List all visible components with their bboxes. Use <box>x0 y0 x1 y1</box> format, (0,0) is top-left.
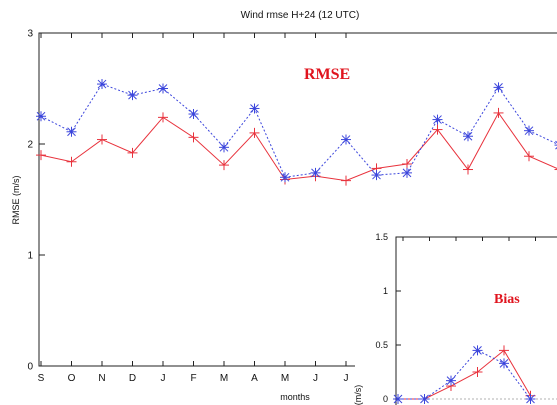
rmse-y-tick-label: 3 <box>27 29 33 40</box>
rmse-point-1-7 <box>249 103 260 114</box>
rmse-point-1-12 <box>402 167 412 178</box>
bias-point-1-4 <box>499 358 509 369</box>
bias-plot-background <box>355 225 557 405</box>
rmse-point-0-5 <box>188 132 199 143</box>
rmse-point-0-15 <box>493 107 504 118</box>
bias-y-tick-label: 0 <box>383 394 388 404</box>
bias-point-1-5 <box>525 394 536 404</box>
bias-point-0-4 <box>499 345 509 356</box>
rmse-y-tick-label: 1 <box>27 251 33 262</box>
rmse-plot-frame <box>38 32 557 367</box>
rmse-series-group <box>36 79 557 186</box>
rmse-point-0-0 <box>36 150 46 161</box>
rmse-point-1-2 <box>97 79 107 90</box>
rmse-point-1-10 <box>341 134 351 145</box>
rmse-point-0-17 <box>554 169 557 171</box>
rmse-point-1-0 <box>36 111 46 122</box>
bias-y-tick-label: 1 <box>383 286 388 296</box>
rmse-x-tick-label: J <box>344 373 349 384</box>
rmse-x-tick-label: J <box>313 373 318 384</box>
rmse-point-1-8 <box>280 172 290 183</box>
rmse-x-tick-label: S <box>38 373 45 384</box>
rmse-point-0-16 <box>524 151 534 162</box>
rmse-point-0-6 <box>219 160 229 171</box>
rmse-point-1-15 <box>493 82 504 93</box>
rmse-point-1-11 <box>371 170 382 181</box>
rmse-series-line-1 <box>40 83 557 178</box>
bias-point-1-1 <box>419 394 430 404</box>
rmse-y-axis: 0 1 2 3 <box>27 29 45 373</box>
rmse-point-1-13 <box>432 114 443 125</box>
bias-point-1-0 <box>393 394 403 404</box>
rmse-y-tick-label: 2 <box>27 140 33 151</box>
rmse-point-0-2 <box>97 134 107 145</box>
rmse-point-0-3 <box>127 147 138 158</box>
rmse-point-0-10 <box>341 175 351 186</box>
rmse-point-1-14 <box>463 131 473 142</box>
rmse-y-tick-label: 0 <box>27 362 33 373</box>
rmse-point-1-9 <box>310 167 321 178</box>
rmse-x-tick-label: A <box>251 373 258 384</box>
rmse-x-tick-label: F <box>190 373 196 384</box>
rmse-x-tick-label: D <box>129 373 136 384</box>
bias-annotation: Bias <box>494 292 520 307</box>
bias-y-axis-label: (m/s) <box>353 385 363 405</box>
rmse-point-0-12 <box>402 158 412 169</box>
bias-plot-frame <box>395 236 557 405</box>
rmse-x-axis-label: months <box>280 392 310 402</box>
rmse-point-1-3 <box>127 90 138 101</box>
rmse-x-tick-label: M <box>220 373 228 384</box>
rmse-point-0-14 <box>463 164 473 175</box>
rmse-point-1-6 <box>219 142 229 153</box>
bias-y-tick-label: 0.5 <box>375 340 388 350</box>
rmse-x-tick-label: O <box>68 373 76 384</box>
rmse-y-axis-label: RMSE (m/s) <box>11 176 21 225</box>
rmse-point-1-5 <box>188 109 199 120</box>
rmse-x-tick-label: J <box>161 373 166 384</box>
bias-point-0-3 <box>472 367 483 377</box>
rmse-series-line-0 <box>40 111 557 182</box>
bias-y-tick-label: 1.5 <box>375 232 388 242</box>
rmse-point-0-13 <box>432 124 443 135</box>
rmse-point-0-1 <box>66 156 77 167</box>
rmse-annotation: RMSE <box>304 66 350 83</box>
rmse-point-1-4 <box>158 83 168 94</box>
rmse-x-tick-label: M <box>281 373 289 384</box>
rmse-point-1-1 <box>66 126 77 137</box>
rmse-x-tick-label: N <box>98 373 105 384</box>
rmse-point-1-16 <box>524 125 534 136</box>
rmse-point-0-7 <box>249 127 260 138</box>
chart-title: Wind rmse H+24 (12 UTC) <box>241 10 360 21</box>
bias-point-1-3 <box>472 345 483 356</box>
bias-chart: 0 0.5 1 1.5 (m/s) Bias <box>353 225 557 405</box>
bias-series-group <box>393 345 536 404</box>
bias-point-1-2 <box>446 375 456 386</box>
rmse-point-0-4 <box>158 112 168 123</box>
